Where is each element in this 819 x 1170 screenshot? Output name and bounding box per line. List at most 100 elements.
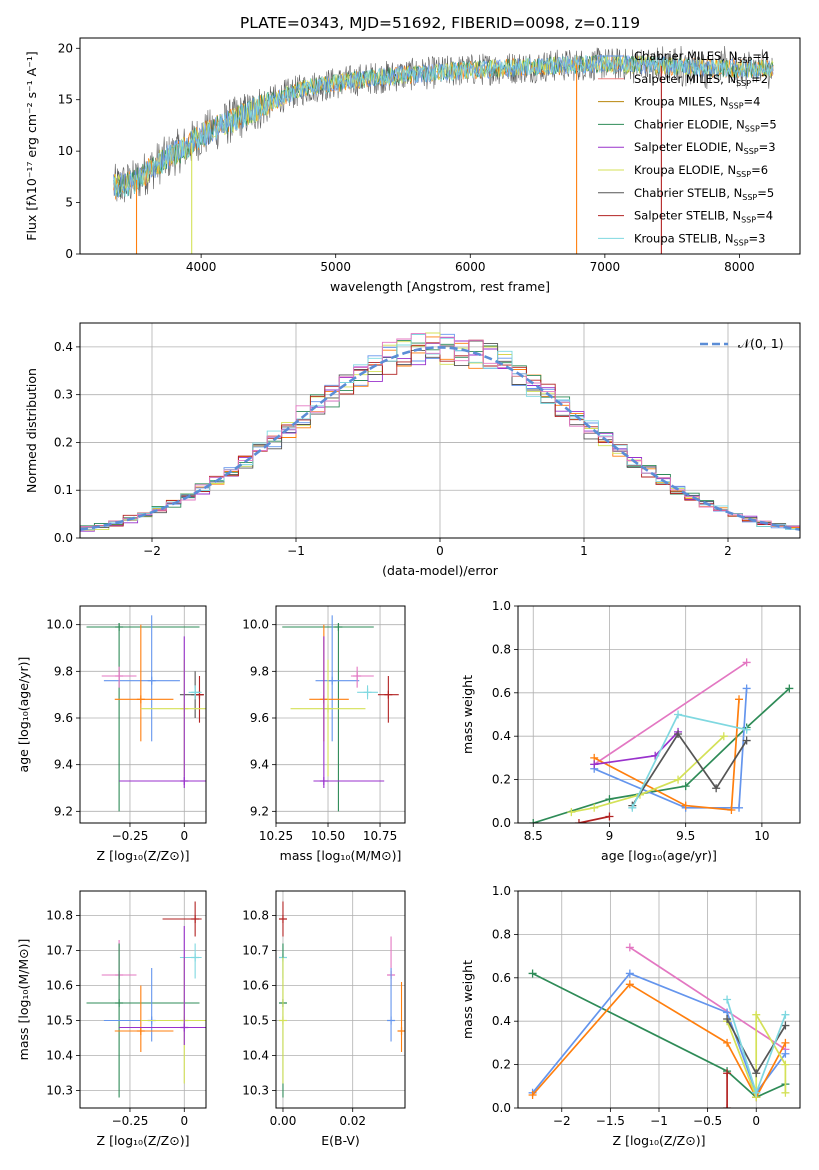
x-tick-label: 9: [606, 829, 614, 843]
point-salpeter_stelib: [191, 915, 200, 923]
x-axis-label: Z [log₁₀(Z/Z⊙)]: [97, 848, 190, 863]
x-tick-label: 1: [580, 544, 588, 558]
y-tick-label: 0: [65, 247, 73, 261]
y-tick-label: 10.3: [46, 1084, 73, 1098]
legend-entry-salpeter_stelib: Salpeter STELIB, NSSP=4: [634, 209, 773, 225]
plot-area-mass-weight-vs-Z: [528, 943, 790, 1108]
x-tick-label: 7000: [590, 260, 621, 274]
x-tick-label: −1: [287, 544, 305, 558]
x-axis-label: wavelength [Angstrom, rest frame]: [330, 279, 550, 294]
series-marker-salpeter_stelib: [723, 1069, 732, 1078]
y-tick-label: 1.0: [492, 884, 511, 898]
series-marker-orange: [528, 1090, 537, 1099]
y-tick-label: 9.8: [54, 664, 73, 678]
point-kroupa_elodie: [278, 1016, 287, 1025]
y-tick-label: 0.2: [492, 773, 511, 787]
x-tick-label: 10.25: [259, 829, 293, 843]
series-marker-chabrier_stelib: [752, 1069, 761, 1078]
series-marker-kroupa_elodie: [590, 803, 599, 812]
series-marker-chabrier_miles: [781, 1049, 790, 1058]
series-marker-kroupa_elodie: [719, 732, 728, 741]
plot-area-mass-weight-vs-age: [529, 658, 794, 823]
point-chabrier_elodie: [115, 999, 124, 1007]
y-tick-label: 20: [58, 41, 73, 55]
series-marker-salpeter_stelib: [605, 812, 614, 821]
x-tick-label: 8.5: [524, 829, 543, 843]
series-marker-chabrier_stelib: [781, 1021, 790, 1030]
series-marker-salpeter_stelib: [574, 819, 583, 823]
legend-entry-kroupa_elodie: Kroupa ELODIE, NSSP=6: [634, 163, 768, 179]
legend-entry-chabrier_miles: Chabrier MILES, NSSP=4: [634, 49, 769, 65]
series-line-chabrier_stelib: [631, 732, 748, 807]
panel-mass-vs-Z: −0.25 0 10.3 10.4 10.5 10.6 10.7 10.8 Z [log₁₀(Z…: [16, 890, 207, 1148]
x-tick-label: 10.50: [311, 829, 345, 843]
x-tick-label: −2: [143, 544, 161, 558]
y-axis-label: mass weight: [460, 675, 475, 754]
series-line-pink: [593, 661, 748, 766]
plot-area-mass-vs-Z: [86, 901, 206, 1098]
x-axis-label: age [log₁₀(age/yr)]: [601, 848, 717, 863]
y-tick-label: 10.3: [242, 1084, 269, 1098]
series-marker-chabrier_miles: [742, 684, 751, 693]
y-tick-label: 9.6: [54, 711, 73, 725]
series-line-chabrier_elodie: [532, 687, 790, 823]
y-tick-label: 10.5: [46, 1014, 73, 1028]
spectrum-line-kroupa_stelib: [113, 54, 774, 197]
panel-age-vs-mass: 10.25 10.50 10.75 9.2 9.4 9.6 9.8 10.0 mass [log…: [242, 605, 406, 863]
y-tick-label: 10.4: [46, 1049, 73, 1063]
point-chabrier_miles: [387, 1016, 396, 1025]
axes-frame: [79, 605, 207, 824]
point-kroupa_elodie: [324, 704, 333, 713]
series-marker-kroupa_stelib: [781, 1010, 790, 1019]
series-marker-chabrier_stelib: [674, 730, 683, 739]
y-tick-label: 9.2: [250, 804, 269, 818]
y-tick-label: 9.8: [250, 664, 269, 678]
series-marker-kroupa_elodie: [752, 1010, 761, 1019]
y-axis-label: Normed distribution: [24, 368, 39, 493]
series-marker-chabrier_elodie: [529, 819, 538, 823]
plot-area-mass-vs-ebv: [278, 901, 405, 1098]
x-tick-label: 9.5: [676, 829, 695, 843]
series-line-kroupa_elodie: [571, 735, 725, 813]
y-tick-label: 9.4: [54, 758, 73, 772]
y-tick-label: 5: [65, 196, 73, 210]
y-tick-label: 10.7: [46, 944, 73, 958]
series-marker-orange: [727, 805, 736, 814]
axes-frame: [79, 322, 801, 539]
point-pink: [353, 672, 362, 680]
series-marker-orange: [681, 801, 690, 810]
y-tick-label: 9.4: [250, 758, 269, 772]
axes-frame: [275, 605, 406, 824]
x-tick-label: −1.5: [596, 1114, 625, 1128]
series-marker-salpeter_stelib: [723, 1104, 732, 1108]
point-salpeter_stelib: [384, 690, 393, 699]
x-tick-label: 0.02: [339, 1114, 366, 1128]
y-axis-label: age [log₁₀(age/yr)]: [16, 657, 31, 773]
plot-area-age-vs-mass: [282, 615, 399, 812]
series-line-chabrier_elodie: [532, 972, 786, 1099]
x-tick-label: −0.25: [112, 829, 149, 843]
y-tick-label: 0.1: [54, 483, 73, 497]
x-tick-label: −0.5: [693, 1114, 722, 1128]
x-axis-label: Z [log₁₀(Z/Z⊙)]: [613, 1133, 706, 1148]
x-axis-label: Z [log₁₀(Z/Z⊙)]: [97, 1133, 190, 1148]
x-tick-label: 4000: [186, 260, 217, 274]
point-kroupa_stelib: [191, 953, 200, 962]
point-kroupa_stelib: [191, 688, 200, 697]
series-marker-kroupa_elodie: [781, 1088, 790, 1097]
series-marker-chabrier_stelib: [742, 736, 751, 745]
panel-mass-weight-vs-age: 8.5 9 9.5 10 0.0 0.2 0.4 0.6 0.8 1.0 age [log₁₀(ag…: [460, 599, 801, 863]
series-marker-kroupa_stelib: [628, 803, 637, 812]
x-tick-label: −1: [650, 1114, 668, 1128]
series-marker-chabrier_stelib: [712, 784, 721, 793]
y-tick-label: 9.6: [250, 711, 269, 725]
point-chabrier_elodie: [115, 623, 124, 631]
legend-entry-kroupa_miles: Kroupa MILES, NSSP=4: [634, 95, 760, 111]
series-marker-orange: [735, 695, 744, 704]
series-marker-kroupa_elodie: [781, 1060, 790, 1069]
y-tick-label: 0.2: [492, 1058, 511, 1072]
y-tick-label: 0.2: [54, 435, 73, 449]
x-tick-label: 0.00: [270, 1114, 297, 1128]
series-marker-pink: [742, 658, 751, 667]
